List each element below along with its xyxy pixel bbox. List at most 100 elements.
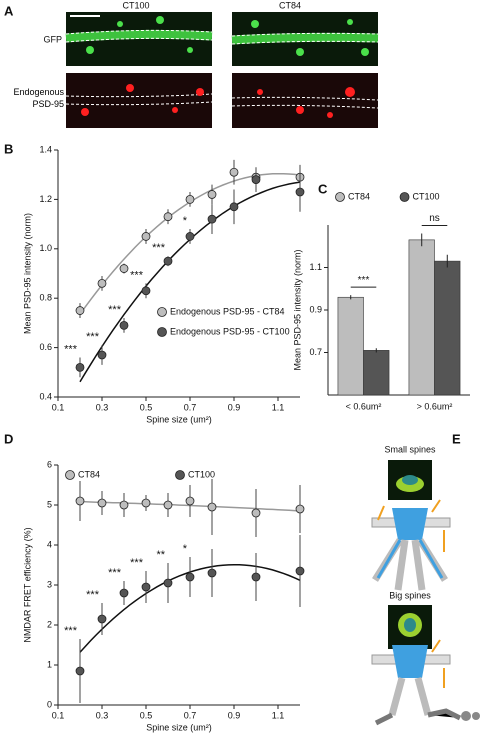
y-tick-label: 6 bbox=[47, 459, 52, 469]
legend-marker bbox=[175, 470, 185, 480]
y-tick-label: 0.7 bbox=[309, 347, 322, 357]
x-tick-label: 0.9 bbox=[228, 402, 241, 412]
data-point bbox=[119, 500, 129, 510]
panel-label: B bbox=[4, 141, 13, 156]
data-point bbox=[97, 614, 107, 624]
y-tick-label: 0 bbox=[47, 699, 52, 709]
data-point bbox=[119, 320, 129, 330]
schematic-label: Small spines bbox=[384, 444, 436, 454]
significance: *** bbox=[152, 242, 166, 254]
row-label: GFP bbox=[43, 34, 62, 44]
column-label: CT100 bbox=[122, 0, 149, 10]
x-axis-label: Spine size (um²) bbox=[146, 722, 212, 732]
y-tick-label: 0.8 bbox=[39, 293, 52, 303]
data-point bbox=[229, 167, 239, 177]
significance: *** bbox=[130, 557, 144, 569]
x-tick-label: 0.1 bbox=[52, 402, 65, 412]
x-tick-label: 1.1 bbox=[272, 710, 285, 720]
schematic bbox=[371, 460, 480, 726]
legend-marker bbox=[157, 307, 167, 317]
y-tick-label: 1.4 bbox=[39, 144, 52, 154]
x-tick-label: 0.5 bbox=[140, 402, 153, 412]
significance: *** bbox=[108, 304, 122, 316]
x-tick-label: 0.3 bbox=[96, 402, 109, 412]
data-point bbox=[185, 572, 195, 582]
data-point bbox=[207, 214, 217, 224]
panel-label: A bbox=[4, 3, 14, 18]
data-point bbox=[75, 666, 85, 676]
legend-marker bbox=[157, 327, 167, 337]
y-tick-label: 1.2 bbox=[39, 194, 52, 204]
data-point bbox=[229, 202, 239, 212]
row-label: Endogenous PSD-95 bbox=[13, 87, 64, 109]
data-point bbox=[163, 500, 173, 510]
bar bbox=[408, 239, 435, 396]
significance: *** bbox=[130, 269, 144, 281]
data-point bbox=[295, 504, 305, 514]
micrographs bbox=[65, 12, 379, 128]
data-point bbox=[141, 286, 151, 296]
y-tick-label: 1.0 bbox=[39, 243, 52, 253]
legend-marker bbox=[335, 192, 345, 202]
data-point bbox=[185, 194, 195, 204]
bar bbox=[337, 296, 364, 396]
significance: ns bbox=[429, 213, 440, 224]
legend-label: CT100 bbox=[188, 469, 215, 479]
legend-label: Endogenous PSD-95 - CT100 bbox=[170, 326, 290, 336]
data-point bbox=[75, 306, 85, 315]
data-point bbox=[207, 568, 217, 578]
legend-label: CT100 bbox=[413, 191, 440, 201]
y-tick-label: 0.6 bbox=[39, 342, 52, 352]
y-tick-label: 5 bbox=[47, 499, 52, 509]
y-axis-label: Mean PSD-95 intensity (norm) bbox=[22, 213, 32, 334]
legend-label: CT84 bbox=[78, 469, 100, 479]
data-point bbox=[119, 264, 129, 273]
row-label-box: Endogenous PSD-95 bbox=[13, 87, 64, 109]
y-tick-label: 1 bbox=[47, 659, 52, 669]
data-point bbox=[75, 496, 85, 506]
fit-curve bbox=[79, 181, 301, 383]
x-tick-label: < 0.6um² bbox=[346, 401, 382, 411]
panel-label: E bbox=[452, 431, 461, 446]
data-point bbox=[141, 232, 151, 241]
data-point bbox=[75, 362, 85, 372]
data-point bbox=[251, 572, 261, 582]
significance: *** bbox=[64, 625, 78, 637]
x-tick-label: 0.1 bbox=[52, 710, 65, 720]
significance: *** bbox=[64, 343, 78, 355]
x-tick-label: > 0.6um² bbox=[417, 401, 453, 411]
panel-label: C bbox=[318, 181, 328, 196]
data-point bbox=[295, 187, 305, 197]
x-tick-label: 0.7 bbox=[184, 402, 197, 412]
y-tick-label: 4 bbox=[47, 539, 52, 549]
data-point bbox=[97, 350, 107, 360]
data-point bbox=[295, 566, 305, 576]
x-tick-label: 0.3 bbox=[96, 710, 109, 720]
x-tick-label: 0.9 bbox=[228, 710, 241, 720]
data-point bbox=[163, 212, 173, 222]
y-axis-label: NMDAR FRET efficiency (%) bbox=[22, 527, 32, 642]
panel-label: D bbox=[4, 431, 13, 446]
bar bbox=[434, 260, 461, 396]
legend-marker bbox=[399, 192, 410, 202]
legend-label: CT84 bbox=[348, 191, 370, 201]
significance: *** bbox=[108, 567, 122, 579]
x-axis-label: Spine size (um²) bbox=[146, 414, 212, 424]
x-tick-label: 1.1 bbox=[272, 402, 285, 412]
significance: *** bbox=[358, 275, 370, 286]
data-point bbox=[163, 256, 173, 266]
y-tick-label: 2 bbox=[47, 619, 52, 629]
significance: * bbox=[183, 215, 188, 227]
y-tick-label: 3 bbox=[47, 579, 52, 589]
data-point bbox=[97, 498, 107, 508]
significance: *** bbox=[86, 331, 100, 343]
data-point bbox=[119, 588, 129, 598]
y-tick-label: 0.4 bbox=[39, 391, 52, 401]
data-point bbox=[141, 498, 151, 508]
column-label: CT84 bbox=[279, 0, 301, 10]
significance: *** bbox=[86, 589, 100, 601]
x-tick-label: 0.7 bbox=[184, 710, 197, 720]
y-tick-label: 1.1 bbox=[309, 262, 322, 272]
significance: * bbox=[183, 543, 188, 555]
